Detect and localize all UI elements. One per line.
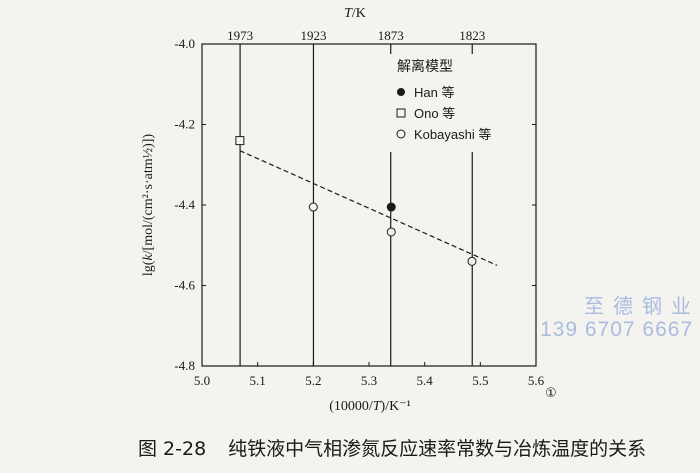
x-tick-label: 5.5 [472, 373, 488, 388]
legend-marker-han [397, 88, 405, 96]
y-tick-label: -4.8 [174, 358, 195, 373]
legend-label-ono: Ono 等 [414, 106, 455, 121]
x-tick-label: 5.3 [361, 373, 377, 388]
data-point [386, 202, 396, 212]
x-tick-label: 5.6 [528, 373, 545, 388]
y-tick-label: -4.6 [174, 278, 195, 293]
legend: 解离模型 Han 等 Ono 等 Kobayashi 等 [386, 54, 530, 152]
x-tick-label: 5.4 [417, 373, 434, 388]
x-axis-label: (10000/T)/K⁻¹ [329, 399, 411, 414]
y-tick-label: -4.0 [174, 36, 195, 51]
watermark-company: 至德钢业 [584, 294, 700, 318]
legend-label-han: Han 等 [414, 85, 454, 100]
data-points [235, 136, 477, 266]
data-point [467, 256, 477, 266]
x-tick-labels: 5.0 5.1 5.2 5.3 5.4 5.5 5.6 [194, 362, 545, 388]
fit-line [239, 150, 498, 266]
watermark-phone: 139 6707 6667 [540, 318, 694, 341]
top-tick-label: 1823 [459, 28, 485, 43]
y-tick-labels: -4.0 -4.2 -4.4 -4.6 -4.8 [174, 36, 536, 373]
caption-text: 纯铁液中气相渗氮反应速率常数与冶炼温度的关系 [228, 438, 647, 460]
data-point [235, 136, 245, 146]
x-tick-label: 5.1 [250, 373, 266, 388]
legend-box [386, 54, 530, 152]
top-tick-label: 1973 [227, 28, 253, 43]
data-point [386, 227, 396, 237]
figure-caption: 图 2-28 纯铁液中气相渗氮反应速率常数与冶炼温度的关系 [138, 434, 646, 461]
x-tick-label: 5.0 [194, 373, 210, 388]
figure-number: 图 2-28 [138, 438, 207, 460]
y-axis-label: lg(k/[mol/(cm²·s·atm½)]) [141, 134, 156, 277]
top-tick-labels: 1973 1923 1873 1823 [227, 28, 485, 43]
legend-marker-ono [396, 108, 406, 118]
legend-title: 解离模型 [397, 58, 453, 74]
data-point [308, 202, 318, 212]
footnote-mark: ① [545, 386, 557, 401]
legend-marker-kobayashi [396, 129, 406, 139]
top-tick-label: 1923 [300, 28, 326, 43]
y-tick-label: -4.4 [174, 197, 195, 212]
top-tick-label: 1873 [378, 28, 404, 43]
top-axis-label: T/K [344, 6, 366, 21]
y-tick-label: -4.2 [174, 117, 195, 132]
x-tick-label: 5.2 [305, 373, 321, 388]
legend-label-kobayashi: Kobayashi 等 [414, 127, 491, 142]
